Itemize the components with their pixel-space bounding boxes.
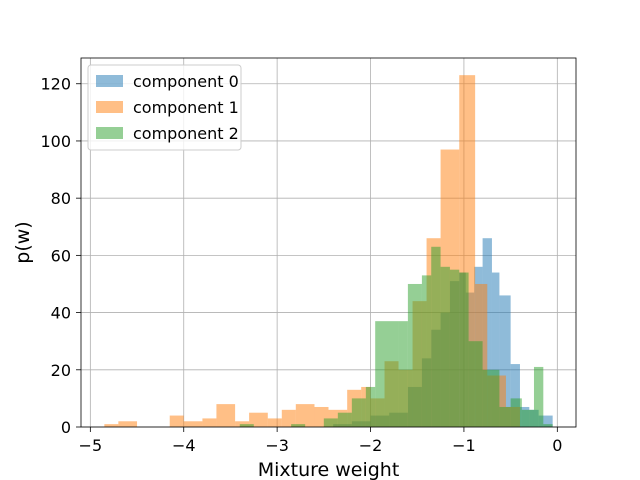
y-tick-label: 100	[40, 132, 71, 151]
histogram-bar	[510, 398, 522, 427]
histogram-bar	[510, 364, 520, 427]
histogram-bar	[249, 412, 268, 427]
histogram-bar	[533, 366, 544, 427]
x-tick-label: 0	[552, 436, 562, 455]
series-2-bars	[239, 246, 553, 427]
grid	[81, 58, 576, 428]
y-tick-label: 120	[40, 75, 71, 94]
histogram-bar	[449, 269, 460, 427]
bars	[104, 75, 553, 428]
histogram-bar	[421, 275, 432, 427]
histogram-bar	[267, 418, 282, 427]
histogram-bar	[323, 418, 338, 427]
axis-ticks: −5 −4 −3 −2 −1 0 0 20 40 60 80 100 120	[40, 75, 562, 455]
histogram-bar	[459, 272, 469, 427]
histogram-bar	[490, 369, 500, 427]
y-tick-label: 40	[51, 304, 71, 323]
histogram-bar	[291, 424, 306, 427]
y-tick-label: 60	[51, 246, 71, 265]
histogram-bar	[351, 398, 366, 427]
legend-swatch	[96, 127, 123, 139]
histogram-bar	[281, 409, 296, 427]
y-tick-label: 80	[51, 189, 71, 208]
y-tick-label: 20	[51, 361, 71, 380]
x-tick-label: −4	[172, 436, 196, 455]
histogram-bar	[169, 415, 184, 427]
legend: component 0 component 1 component 2	[87, 64, 242, 151]
histogram-bar	[202, 418, 217, 427]
histogram-bar	[499, 295, 511, 427]
legend-label: component 2	[133, 124, 239, 143]
histogram-bar	[543, 424, 553, 427]
histogram-bar	[216, 404, 236, 427]
histogram-bar	[295, 404, 315, 427]
x-tick-label: −3	[265, 436, 289, 455]
histogram-bar	[499, 406, 511, 427]
x-tick-label: −5	[79, 436, 103, 455]
legend-label: component 1	[133, 98, 239, 117]
legend-swatch	[96, 75, 123, 87]
legend-box	[87, 64, 242, 151]
histogram-bar	[365, 386, 376, 427]
legend-label: component 0	[133, 72, 239, 91]
x-tick-label: −1	[452, 436, 476, 455]
histogram-bar	[239, 424, 254, 427]
legend-swatch	[96, 101, 123, 113]
histogram-bar	[521, 409, 534, 427]
histogram-bar	[482, 369, 491, 427]
histogram-bar	[183, 421, 203, 427]
histogram-bar	[398, 321, 408, 427]
histogram-bar	[375, 321, 399, 427]
histogram-bar	[431, 246, 441, 427]
histogram-bar	[407, 283, 422, 427]
histogram-bar	[104, 424, 119, 427]
y-axis-label: p(w)	[12, 221, 34, 263]
histogram-bar	[440, 266, 450, 427]
histogram-bar	[491, 272, 500, 427]
x-axis-label: Mixture weight	[258, 459, 400, 480]
x-tick-label: −2	[359, 436, 383, 455]
histogram-bar	[337, 412, 352, 427]
y-tick-label: 0	[61, 418, 71, 437]
plot-frame	[80, 57, 577, 428]
histogram-bar	[118, 421, 138, 427]
histogram-bar	[538, 415, 553, 427]
histogram-bar	[468, 341, 483, 427]
